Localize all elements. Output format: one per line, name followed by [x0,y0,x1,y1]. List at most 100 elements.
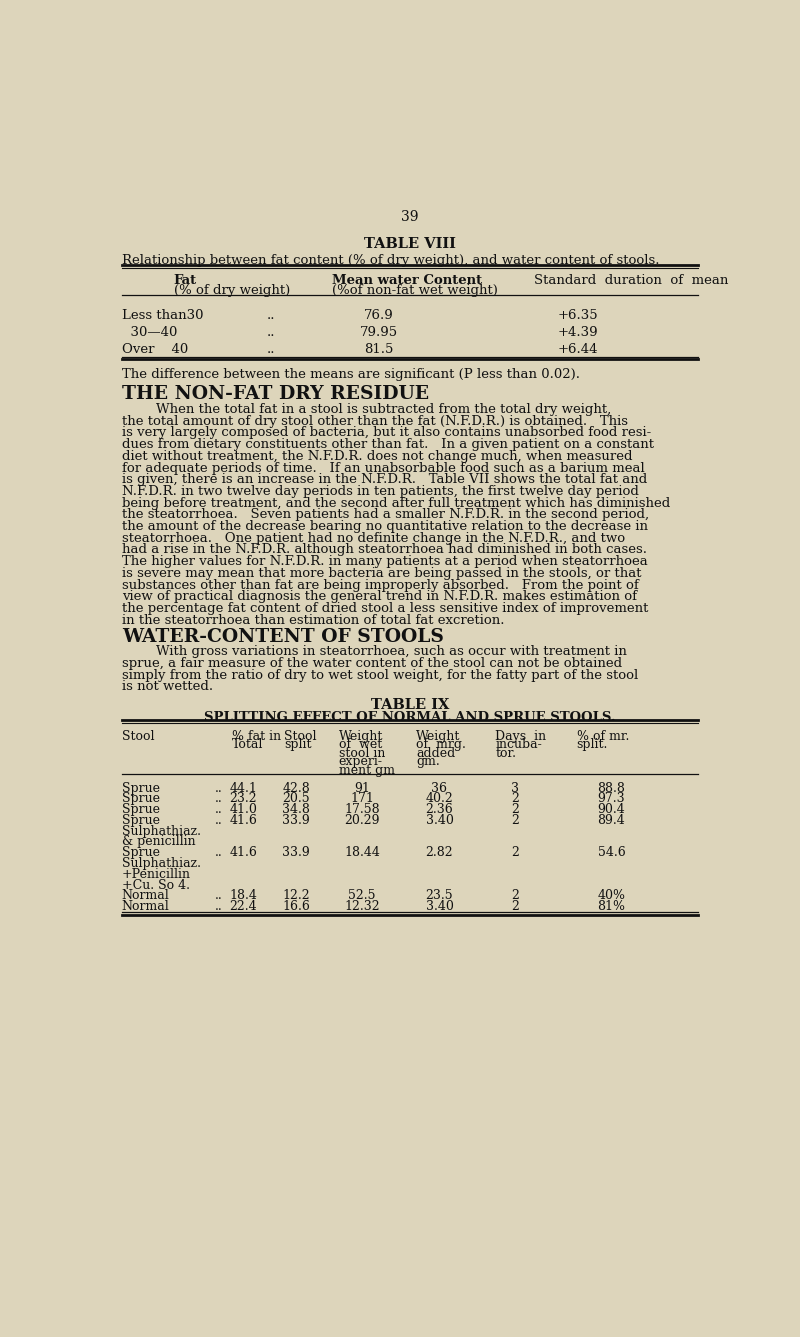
Text: sprue, a fair measure of the water content of the stool can not be obtained: sprue, a fair measure of the water conte… [122,656,622,670]
Text: When the total fat in a stool is subtracted from the total dry weight,: When the total fat in a stool is subtrac… [122,402,611,416]
Text: SPLITTING EFFECT OF NORMAL AND SPRUE STOOLS.: SPLITTING EFFECT OF NORMAL AND SPRUE STO… [204,711,616,723]
Text: 44.1: 44.1 [230,782,258,794]
Text: ment gm: ment gm [338,763,394,777]
Text: 36: 36 [431,782,447,794]
Text: 40.2: 40.2 [426,793,454,805]
Text: 2: 2 [510,814,518,826]
Text: Mean water Content: Mean water Content [333,274,482,287]
Text: +Cu. So 4.: +Cu. So 4. [122,878,190,892]
Text: 16.6: 16.6 [282,900,310,913]
Text: the total amount of dry stool other than the fat (N.F.D.R.) is obtained.   This: the total amount of dry stool other than… [122,414,628,428]
Text: ..: .. [214,900,222,913]
Text: the percentage fat content of dried stool a less sensitive index of improvement: the percentage fat content of dried stoo… [122,602,648,615]
Text: WATER-CONTENT OF STOOLS: WATER-CONTENT OF STOOLS [122,628,443,647]
Text: dues from dietary constituents other than fat.   In a given patient on a constan: dues from dietary constituents other tha… [122,439,654,451]
Text: 18.4: 18.4 [230,889,258,902]
Text: Stool: Stool [285,730,317,743]
Text: Fat: Fat [174,274,197,287]
Text: 76.9: 76.9 [364,309,394,322]
Text: 88.8: 88.8 [598,782,626,794]
Text: TABLE IX: TABLE IX [371,698,449,713]
Text: 12.32: 12.32 [344,900,380,913]
Text: substances other than fat are being improperly absorbed.   From the point of: substances other than fat are being impr… [122,579,638,591]
Text: Days  in: Days in [495,730,546,743]
Text: 2: 2 [510,793,518,805]
Text: ..: .. [266,326,275,340]
Text: 2: 2 [510,804,518,816]
Text: the steatorrhoea.   Seven patients had a smaller N.F.D.R. in the second period,: the steatorrhoea. Seven patients had a s… [122,508,649,521]
Text: Weight: Weight [338,730,383,743]
Text: Over    40: Over 40 [122,342,188,356]
Text: 42.8: 42.8 [282,782,310,794]
Text: ..: .. [214,793,222,805]
Text: 52.5: 52.5 [348,889,376,902]
Text: steatorrhoea.   One patient had no definite change in the N.F.D.R., and two: steatorrhoea. One patient had no definit… [122,532,625,544]
Text: THE NON-FAT DRY RESIDUE: THE NON-FAT DRY RESIDUE [122,385,429,404]
Text: Weight: Weight [416,730,461,743]
Text: (% of dry weight): (% of dry weight) [174,283,290,297]
Text: 41.0: 41.0 [230,804,258,816]
Text: Stool: Stool [122,730,154,743]
Text: is severe may mean that more bacteria are being passed in the stools, or that: is severe may mean that more bacteria ar… [122,567,642,580]
Text: 3.40: 3.40 [426,814,454,826]
Text: 91: 91 [354,782,370,794]
Text: gm.: gm. [416,755,440,769]
Text: experi-: experi- [338,755,382,769]
Text: & penicillin: & penicillin [122,836,195,849]
Text: split.: split. [577,738,608,751]
Text: 3: 3 [510,782,518,794]
Text: 97.3: 97.3 [598,793,626,805]
Text: 22.4: 22.4 [230,900,257,913]
Text: With gross variations in steatorrhoea, such as occur with treatment in: With gross variations in steatorrhoea, s… [122,646,626,658]
Text: 2.36: 2.36 [426,804,454,816]
Text: Sprue: Sprue [122,782,160,794]
Text: 33.9: 33.9 [282,814,310,826]
Text: ..: .. [214,804,222,816]
Text: 3.40: 3.40 [426,900,454,913]
Text: 2: 2 [510,889,518,902]
Text: Sprue: Sprue [122,846,160,860]
Text: 79.95: 79.95 [360,326,398,340]
Text: added: added [416,747,455,759]
Text: 12.2: 12.2 [282,889,310,902]
Text: Less than30: Less than30 [122,309,203,322]
Text: Sprue: Sprue [122,804,160,816]
Text: simply from the ratio of dry to wet stool weight, for the fatty part of the stoo: simply from the ratio of dry to wet stoo… [122,668,638,682]
Text: 2: 2 [510,846,518,860]
Text: 2.82: 2.82 [426,846,454,860]
Text: Sulphathiaz.: Sulphathiaz. [122,825,201,838]
Text: of  wet: of wet [338,738,382,751]
Text: 33.9: 33.9 [282,846,310,860]
Text: Normal: Normal [122,889,170,902]
Text: diet without treatment, the N.F.D.R. does not change much, when measured: diet without treatment, the N.F.D.R. doe… [122,449,632,463]
Text: The difference between the means are significant (P less than 0.02).: The difference between the means are sig… [122,368,580,381]
Text: Sulphathiaz.: Sulphathiaz. [122,857,201,870]
Text: % of mr.: % of mr. [577,730,629,743]
Text: ..: .. [214,814,222,826]
Text: 54.6: 54.6 [598,846,626,860]
Text: 40%: 40% [598,889,626,902]
Text: 90.4: 90.4 [598,804,626,816]
Text: 20.5: 20.5 [282,793,310,805]
Text: tor.: tor. [495,747,516,759]
Text: 171: 171 [350,793,374,805]
Text: N.F.D.R. in two twelve day periods in ten patients, the first twelve day period: N.F.D.R. in two twelve day periods in te… [122,485,638,497]
Text: split: split [285,738,312,751]
Text: of  mrg.: of mrg. [416,738,466,751]
Text: ..: .. [214,846,222,860]
Text: Relationship between fat content (% of dry weight), and water content of stools.: Relationship between fat content (% of d… [122,254,659,267]
Text: 17.58: 17.58 [344,804,380,816]
Text: 81%: 81% [598,900,626,913]
Text: Normal: Normal [122,900,170,913]
Text: incuba-: incuba- [495,738,542,751]
Text: 41.6: 41.6 [230,846,258,860]
Text: 81.5: 81.5 [364,342,394,356]
Text: 2: 2 [510,900,518,913]
Text: 18.44: 18.44 [344,846,380,860]
Text: 41.6: 41.6 [230,814,258,826]
Text: +6.35: +6.35 [558,309,598,322]
Text: The higher values for N.F.D.R. in many patients at a period when steatorrhoea: The higher values for N.F.D.R. in many p… [122,555,647,568]
Text: is not wetted.: is not wetted. [122,681,213,694]
Text: stool in: stool in [338,747,385,759]
Text: ..: .. [214,889,222,902]
